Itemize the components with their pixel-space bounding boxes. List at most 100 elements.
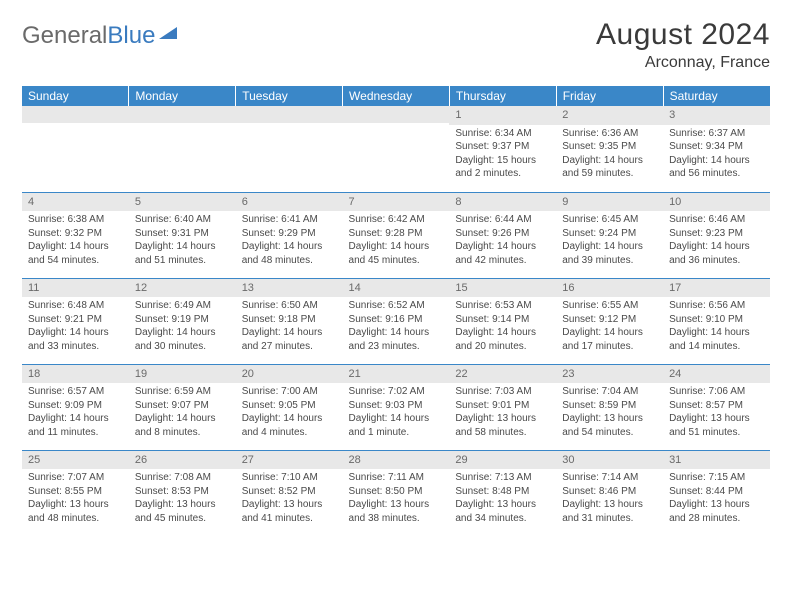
- daylight-text: Daylight: 15 hours and 2 minutes.: [455, 154, 550, 181]
- sunset-text: Sunset: 9:18 PM: [242, 313, 337, 327]
- sunset-text: Sunset: 9:24 PM: [562, 227, 657, 241]
- sunrise-text: Sunrise: 6:38 AM: [28, 213, 123, 227]
- sunset-text: Sunset: 8:52 PM: [242, 485, 337, 499]
- sunrise-text: Sunrise: 7:06 AM: [669, 385, 764, 399]
- calendar-cell: 13Sunrise: 6:50 AMSunset: 9:18 PMDayligh…: [236, 278, 343, 364]
- calendar-cell: 21Sunrise: 7:02 AMSunset: 9:03 PMDayligh…: [343, 364, 450, 450]
- day-details: Sunrise: 6:57 AMSunset: 9:09 PMDaylight:…: [22, 383, 129, 443]
- sunset-text: Sunset: 8:53 PM: [135, 485, 230, 499]
- daylight-text: Daylight: 13 hours and 45 minutes.: [135, 498, 230, 525]
- day-details: Sunrise: 6:34 AMSunset: 9:37 PMDaylight:…: [449, 125, 556, 185]
- daylight-text: Daylight: 13 hours and 38 minutes.: [349, 498, 444, 525]
- logo-text-blue: Blue: [107, 22, 155, 50]
- day-number: 19: [129, 365, 236, 384]
- day-number: 8: [449, 193, 556, 212]
- daylight-text: Daylight: 14 hours and 23 minutes.: [349, 326, 444, 353]
- calendar-page: GeneralBlue August 2024 Arconnay, France…: [0, 0, 792, 546]
- calendar-cell: 23Sunrise: 7:04 AMSunset: 8:59 PMDayligh…: [556, 364, 663, 450]
- day-number: [22, 106, 129, 123]
- day-details: Sunrise: 7:00 AMSunset: 9:05 PMDaylight:…: [236, 383, 343, 443]
- sunrise-text: Sunrise: 6:56 AM: [669, 299, 764, 313]
- day-details: Sunrise: 6:44 AMSunset: 9:26 PMDaylight:…: [449, 211, 556, 271]
- sunrise-text: Sunrise: 6:46 AM: [669, 213, 764, 227]
- day-details: Sunrise: 7:11 AMSunset: 8:50 PMDaylight:…: [343, 469, 450, 529]
- day-number: 11: [22, 279, 129, 298]
- day-header: Sunday: [22, 86, 129, 106]
- month-title: August 2024: [596, 18, 770, 52]
- day-number: 25: [22, 451, 129, 470]
- calendar-week: 11Sunrise: 6:48 AMSunset: 9:21 PMDayligh…: [22, 278, 770, 364]
- page-header: GeneralBlue August 2024 Arconnay, France: [22, 18, 770, 72]
- day-details: Sunrise: 7:06 AMSunset: 8:57 PMDaylight:…: [663, 383, 770, 443]
- calendar-cell: [236, 106, 343, 192]
- sunrise-text: Sunrise: 6:41 AM: [242, 213, 337, 227]
- calendar-cell: 18Sunrise: 6:57 AMSunset: 9:09 PMDayligh…: [22, 364, 129, 450]
- daylight-text: Daylight: 14 hours and 14 minutes.: [669, 326, 764, 353]
- sunrise-text: Sunrise: 6:57 AM: [28, 385, 123, 399]
- sunset-text: Sunset: 9:12 PM: [562, 313, 657, 327]
- day-details: Sunrise: 6:40 AMSunset: 9:31 PMDaylight:…: [129, 211, 236, 271]
- sunrise-text: Sunrise: 7:13 AM: [455, 471, 550, 485]
- daylight-text: Daylight: 13 hours and 48 minutes.: [28, 498, 123, 525]
- sunset-text: Sunset: 9:28 PM: [349, 227, 444, 241]
- day-header: Saturday: [663, 86, 770, 106]
- day-header: Thursday: [449, 86, 556, 106]
- daylight-text: Daylight: 14 hours and 27 minutes.: [242, 326, 337, 353]
- day-number: [129, 106, 236, 123]
- daylight-text: Daylight: 13 hours and 28 minutes.: [669, 498, 764, 525]
- calendar-cell: 31Sunrise: 7:15 AMSunset: 8:44 PMDayligh…: [663, 450, 770, 536]
- daylight-text: Daylight: 14 hours and 30 minutes.: [135, 326, 230, 353]
- sunset-text: Sunset: 9:03 PM: [349, 399, 444, 413]
- day-number: 23: [556, 365, 663, 384]
- sunset-text: Sunset: 9:01 PM: [455, 399, 550, 413]
- daylight-text: Daylight: 14 hours and 54 minutes.: [28, 240, 123, 267]
- sunrise-text: Sunrise: 6:36 AM: [562, 127, 657, 141]
- day-details: Sunrise: 6:38 AMSunset: 9:32 PMDaylight:…: [22, 211, 129, 271]
- daylight-text: Daylight: 14 hours and 11 minutes.: [28, 412, 123, 439]
- daylight-text: Daylight: 14 hours and 51 minutes.: [135, 240, 230, 267]
- day-number: 5: [129, 193, 236, 212]
- day-details: Sunrise: 7:10 AMSunset: 8:52 PMDaylight:…: [236, 469, 343, 529]
- day-details: Sunrise: 6:41 AMSunset: 9:29 PMDaylight:…: [236, 211, 343, 271]
- day-details: Sunrise: 7:02 AMSunset: 9:03 PMDaylight:…: [343, 383, 450, 443]
- sunrise-text: Sunrise: 6:34 AM: [455, 127, 550, 141]
- calendar-cell: 30Sunrise: 7:14 AMSunset: 8:46 PMDayligh…: [556, 450, 663, 536]
- day-number: [343, 106, 450, 123]
- day-details: Sunrise: 6:49 AMSunset: 9:19 PMDaylight:…: [129, 297, 236, 357]
- sunrise-text: Sunrise: 6:53 AM: [455, 299, 550, 313]
- day-details: Sunrise: 6:45 AMSunset: 9:24 PMDaylight:…: [556, 211, 663, 271]
- day-number: 30: [556, 451, 663, 470]
- calendar-cell: 17Sunrise: 6:56 AMSunset: 9:10 PMDayligh…: [663, 278, 770, 364]
- sunset-text: Sunset: 8:50 PM: [349, 485, 444, 499]
- sunrise-text: Sunrise: 6:52 AM: [349, 299, 444, 313]
- calendar-cell: 26Sunrise: 7:08 AMSunset: 8:53 PMDayligh…: [129, 450, 236, 536]
- day-details: Sunrise: 6:42 AMSunset: 9:28 PMDaylight:…: [343, 211, 450, 271]
- calendar-cell: 10Sunrise: 6:46 AMSunset: 9:23 PMDayligh…: [663, 192, 770, 278]
- sunset-text: Sunset: 9:37 PM: [455, 140, 550, 154]
- day-details: Sunrise: 6:55 AMSunset: 9:12 PMDaylight:…: [556, 297, 663, 357]
- day-number: 4: [22, 193, 129, 212]
- day-number: 29: [449, 451, 556, 470]
- day-header: Wednesday: [343, 86, 450, 106]
- sunset-text: Sunset: 8:44 PM: [669, 485, 764, 499]
- sunrise-text: Sunrise: 6:45 AM: [562, 213, 657, 227]
- day-header: Monday: [129, 86, 236, 106]
- day-number: 26: [129, 451, 236, 470]
- sunrise-text: Sunrise: 6:44 AM: [455, 213, 550, 227]
- calendar-cell: 6Sunrise: 6:41 AMSunset: 9:29 PMDaylight…: [236, 192, 343, 278]
- day-details: Sunrise: 7:04 AMSunset: 8:59 PMDaylight:…: [556, 383, 663, 443]
- daylight-text: Daylight: 14 hours and 20 minutes.: [455, 326, 550, 353]
- day-number: 22: [449, 365, 556, 384]
- day-number: 14: [343, 279, 450, 298]
- sunset-text: Sunset: 8:46 PM: [562, 485, 657, 499]
- sunrise-text: Sunrise: 6:40 AM: [135, 213, 230, 227]
- calendar-cell: [343, 106, 450, 192]
- day-details: Sunrise: 7:07 AMSunset: 8:55 PMDaylight:…: [22, 469, 129, 529]
- day-number: 15: [449, 279, 556, 298]
- sunrise-text: Sunrise: 7:03 AM: [455, 385, 550, 399]
- sunset-text: Sunset: 9:05 PM: [242, 399, 337, 413]
- calendar-cell: 28Sunrise: 7:11 AMSunset: 8:50 PMDayligh…: [343, 450, 450, 536]
- calendar-head: SundayMondayTuesdayWednesdayThursdayFrid…: [22, 86, 770, 106]
- day-details: Sunrise: 6:37 AMSunset: 9:34 PMDaylight:…: [663, 125, 770, 185]
- sunrise-text: Sunrise: 7:02 AM: [349, 385, 444, 399]
